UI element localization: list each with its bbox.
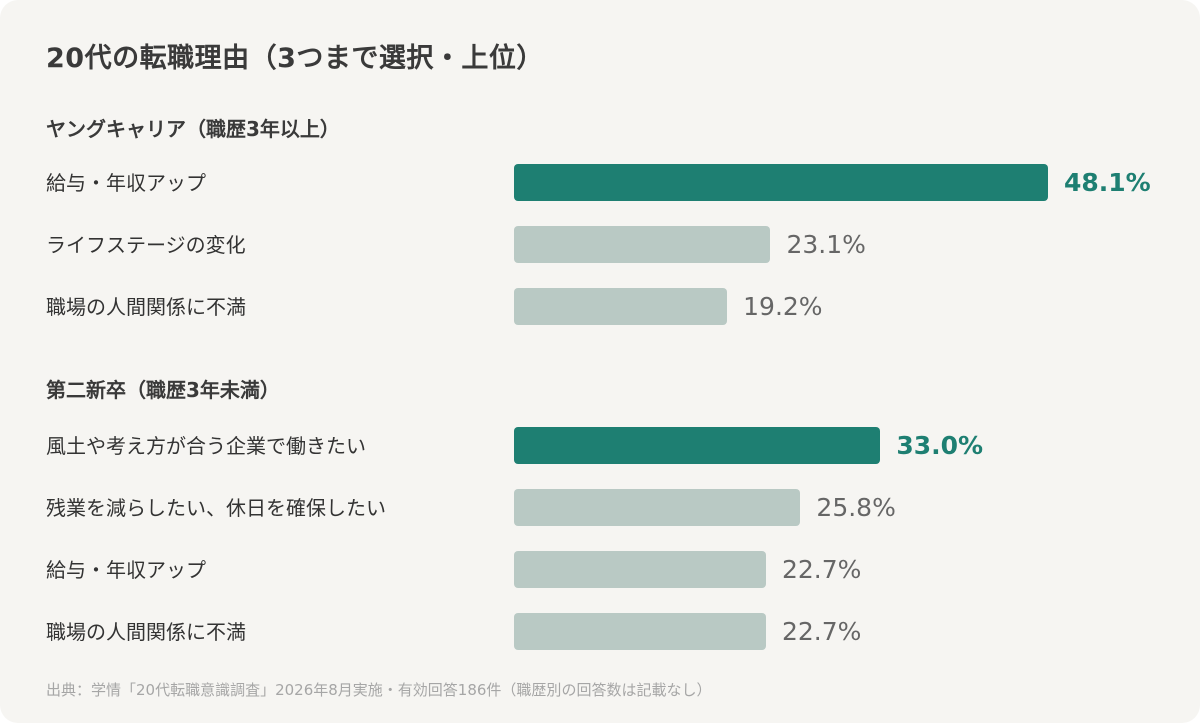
bar-value-label: 19.2% [743, 292, 823, 321]
bar-value-label: 22.7% [782, 617, 862, 646]
chart-title: 20代の転職理由（3つまで選択・上位） [46, 43, 544, 74]
bar-highlight [514, 164, 1048, 201]
bar [514, 551, 766, 588]
bar [514, 489, 801, 526]
bar-value-label: 23.1% [786, 230, 866, 259]
bar [514, 226, 771, 263]
bar-label: ライフステージの変化 [46, 233, 246, 257]
bar-label: 職場の人間関係に不満 [46, 295, 246, 319]
bar-value-label: 22.7% [782, 555, 862, 584]
bar-label: 給与・年収アップ [46, 171, 206, 195]
bar [514, 288, 728, 325]
source-note: 出典：学情「20代転職意識調査」2026年8月実施・有効回答186件（職歴別の回… [46, 681, 712, 699]
bar [514, 613, 766, 650]
group-title: 第二新卒（職歴3年未満） [46, 378, 280, 402]
bar-label: 残業を減らしたい、休日を確保したい [46, 496, 386, 520]
bar-value-label: 48.1% [1064, 168, 1151, 197]
group-title: ヤングキャリア（職歴3年以上） [46, 117, 340, 141]
bar-label: 職場の人間関係に不満 [46, 620, 246, 644]
bar-highlight [514, 427, 881, 464]
bar-label: 給与・年収アップ [46, 558, 206, 582]
bar-label: 風土や考え方が合う企業で働きたい [46, 434, 366, 458]
bar-value-label: 33.0% [896, 431, 984, 460]
bar-value-label: 25.8% [816, 493, 896, 522]
